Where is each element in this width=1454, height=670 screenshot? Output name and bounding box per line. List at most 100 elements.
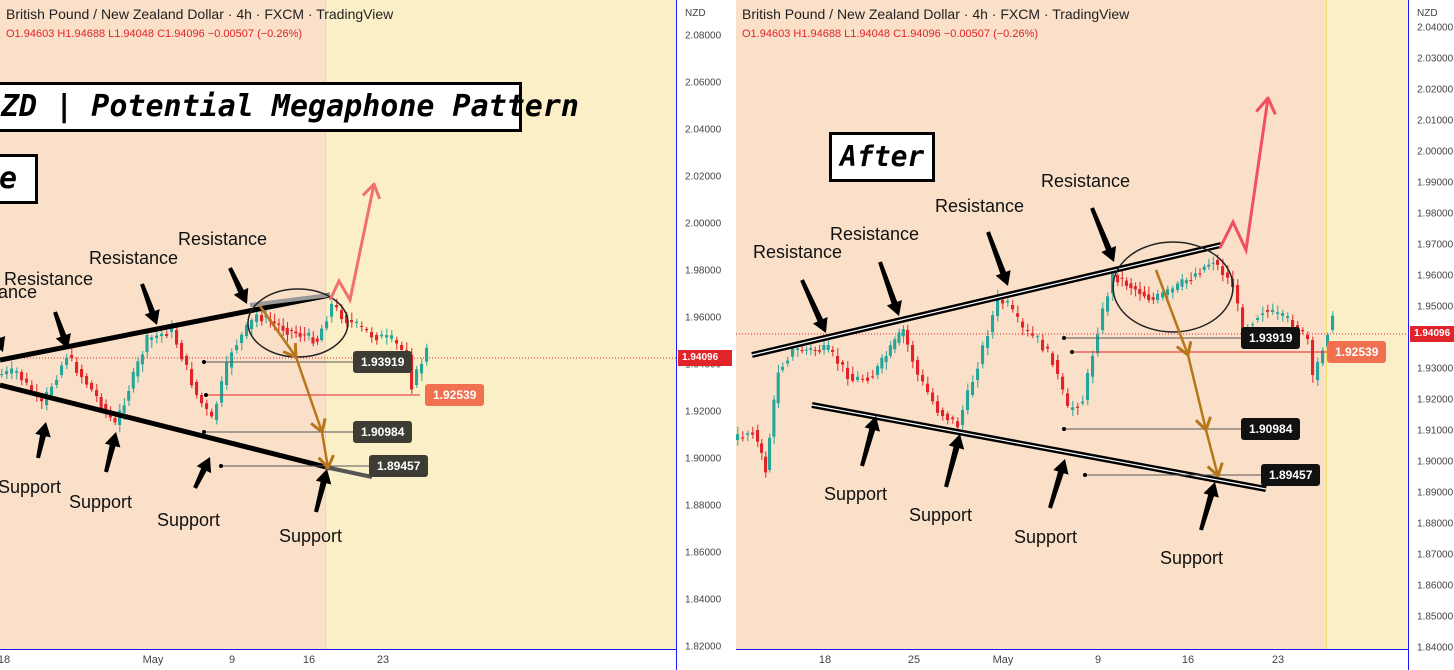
right-candle	[841, 362, 845, 365]
left-y-tick: 1.98000	[685, 265, 722, 277]
left-candle	[205, 403, 209, 409]
right-price-axis[interactable]: NZD 2.04000 2.03000 2.02000 2.01000 2.00000 1…	[1408, 0, 1454, 670]
right-x-tick: 16	[1181, 654, 1195, 666]
right-candle	[1198, 273, 1202, 275]
left-support-label: Support	[279, 526, 342, 546]
left-candle	[50, 386, 54, 395]
left-y-tick: 1.86000	[685, 547, 722, 559]
right-candle	[1306, 335, 1310, 339]
left-candle	[160, 333, 164, 336]
right-candle	[856, 376, 860, 380]
right-support-arrow	[944, 434, 965, 488]
right-candle	[791, 347, 795, 357]
right-candle	[926, 383, 930, 393]
left-candle	[170, 326, 174, 332]
right-y-tick: 1.89000	[1417, 487, 1454, 499]
right-candle	[1096, 334, 1100, 354]
right-candle	[1056, 360, 1060, 374]
left-y-tick: 2.08000	[685, 30, 722, 42]
right-candle	[746, 433, 750, 435]
left-candle	[75, 362, 79, 373]
left-resistance-label: Resistance	[178, 229, 267, 249]
right-y-tick: 2.00000	[1417, 146, 1454, 158]
left-candle	[30, 385, 34, 393]
left-level-tag-4: 1.89457	[369, 455, 429, 477]
right-candle	[809, 348, 813, 350]
left-candle	[355, 321, 359, 323]
right-candle	[1021, 321, 1025, 328]
right-candle	[866, 377, 870, 381]
left-candle	[118, 410, 122, 425]
left-y-tick: 1.92000	[685, 406, 722, 418]
left-support-arrow	[193, 457, 212, 489]
left-candle	[315, 338, 319, 342]
left-level-tag-1: 1.93919	[353, 351, 413, 373]
right-candle	[804, 349, 808, 351]
left-candle	[90, 383, 94, 390]
right-candle	[951, 417, 955, 420]
right-candle	[786, 360, 790, 364]
left-level-tag-2: 1.92539	[425, 384, 485, 406]
left-arrow-head	[317, 454, 335, 470]
left-candle	[410, 355, 414, 390]
right-time-axis[interactable]: 18 25 May 9 16 23	[736, 649, 1408, 670]
right-candle	[736, 434, 740, 440]
right-level-tag-4: 1.89457	[1261, 464, 1321, 486]
left-candle	[140, 354, 144, 365]
left-candle	[277, 323, 281, 325]
right-candle	[1226, 272, 1230, 278]
left-candle	[325, 321, 329, 329]
right-candle	[1138, 288, 1142, 295]
left-candle	[255, 314, 259, 322]
left-candle	[15, 371, 19, 373]
left-candle	[180, 343, 184, 360]
right-candle	[1261, 313, 1265, 315]
right-candle	[813, 350, 817, 351]
left-x-tick: 16	[302, 654, 316, 666]
left-price-axis[interactable]: NZD 2.08000 2.06000 2.04000 2.02000 2.00000 1…	[676, 0, 736, 670]
right-candle	[1151, 297, 1155, 300]
left-support-arrow	[314, 469, 332, 513]
left-candle	[320, 328, 324, 340]
left-projection-path	[258, 305, 330, 469]
left-candle	[298, 332, 302, 337]
left-x-tick: 23	[376, 654, 390, 666]
right-candle	[1256, 317, 1260, 320]
right-candle	[1301, 330, 1305, 332]
right-plot-area[interactable]: Resistance Resistance Resistance Resistance…	[736, 0, 1408, 650]
left-candle	[240, 334, 244, 343]
left-candle	[165, 334, 169, 336]
left-plot-area[interactable]: ance Resistance Resistance Resistance Suppor…	[0, 0, 676, 650]
right-chart-panel[interactable]: Resistance Resistance Resistance Resistance…	[736, 0, 1454, 670]
right-candle	[1061, 376, 1065, 390]
left-candle	[345, 315, 349, 324]
right-y-tick: 2.02000	[1417, 84, 1454, 96]
right-y-tick: 1.99000	[1417, 177, 1454, 189]
right-candle	[1066, 393, 1070, 406]
left-y-tick: 2.00000	[685, 218, 722, 230]
right-date-marker	[1326, 0, 1327, 650]
right-candle	[1011, 305, 1015, 310]
left-chart-panel[interactable]: ance Resistance Resistance Resistance Suppor…	[0, 0, 736, 670]
right-y-tick: 1.85000	[1417, 611, 1454, 623]
left-current-price: 1.94096	[678, 350, 732, 366]
right-candle	[1016, 313, 1020, 317]
right-candle	[1129, 283, 1133, 289]
right-candle	[911, 345, 915, 362]
left-time-axis[interactable]: 18 May 9 16 23	[0, 649, 676, 670]
left-y-tick: 1.90000	[685, 453, 722, 465]
right-candle	[936, 401, 940, 413]
left-candle	[70, 355, 74, 358]
left-resistance-label: Resistance	[89, 248, 178, 268]
left-support-extension	[324, 465, 373, 479]
right-candle	[931, 392, 935, 402]
right-y-tick: 1.97000	[1417, 239, 1454, 251]
right-ohlc-values: O1.94603 H1.94688 L1.94048 C1.94096 −0.0…	[742, 28, 1039, 40]
left-support-label: Support	[69, 492, 132, 512]
left-candle	[285, 327, 289, 335]
right-candle	[1086, 372, 1090, 400]
right-x-tick: May	[992, 654, 1014, 666]
left-candle	[175, 330, 179, 345]
left-y-tick: 1.96000	[685, 312, 722, 324]
left-candle	[195, 382, 199, 395]
